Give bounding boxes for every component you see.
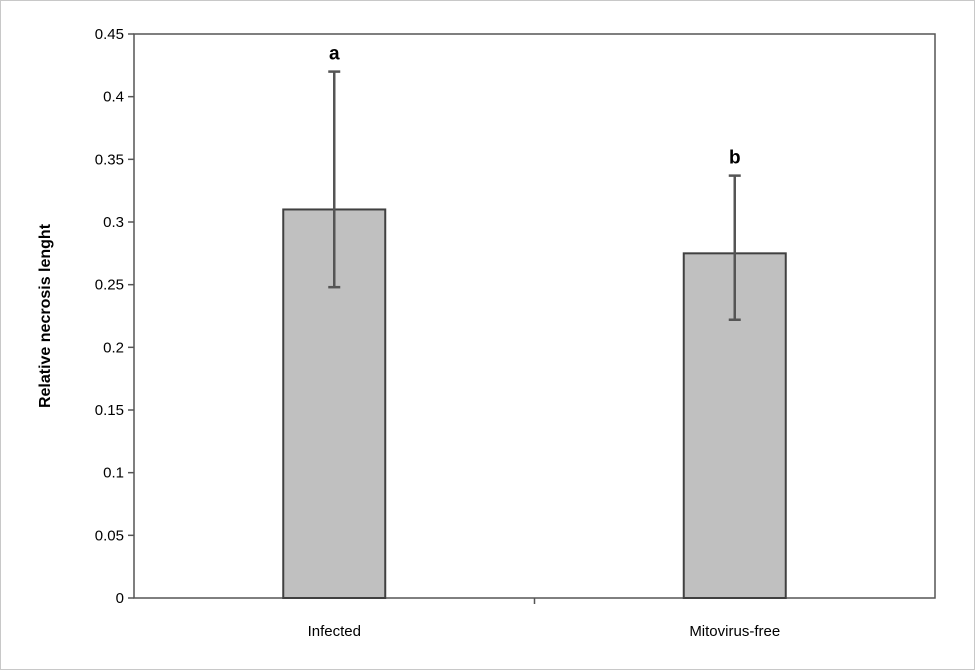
y-tick-label: 0.3 bbox=[103, 214, 124, 231]
y-tick-label: 0.25 bbox=[95, 277, 124, 294]
x-tick-label: Mitovirus-free bbox=[689, 623, 780, 640]
y-tick-label: 0.1 bbox=[103, 465, 124, 482]
y-tick-label: 0.35 bbox=[95, 151, 124, 168]
error-bars bbox=[328, 70, 741, 322]
significance-label: b bbox=[729, 148, 741, 169]
y-tick-label: 0.4 bbox=[103, 89, 124, 106]
plot-area bbox=[133, 33, 936, 599]
y-axis-title: Relative necrosis lenght bbox=[37, 223, 54, 408]
y-axis: 0 0.05 0.1 0.15 0.2 0.25 0.3 0.35 0.4 0.45 bbox=[95, 26, 134, 607]
x-axis: Infected Mitovirus-free bbox=[308, 598, 780, 640]
y-tick-label: 0.15 bbox=[95, 402, 124, 419]
x-tick-label: Infected bbox=[308, 623, 361, 640]
y-tick-label: 0.05 bbox=[95, 527, 124, 544]
y-tick-label: 0.45 bbox=[95, 26, 124, 43]
y-tick-label: 0.2 bbox=[103, 339, 124, 356]
significance-label: a bbox=[329, 44, 340, 65]
y-tick-label: 0 bbox=[116, 590, 124, 607]
labels: ab bbox=[329, 44, 741, 169]
